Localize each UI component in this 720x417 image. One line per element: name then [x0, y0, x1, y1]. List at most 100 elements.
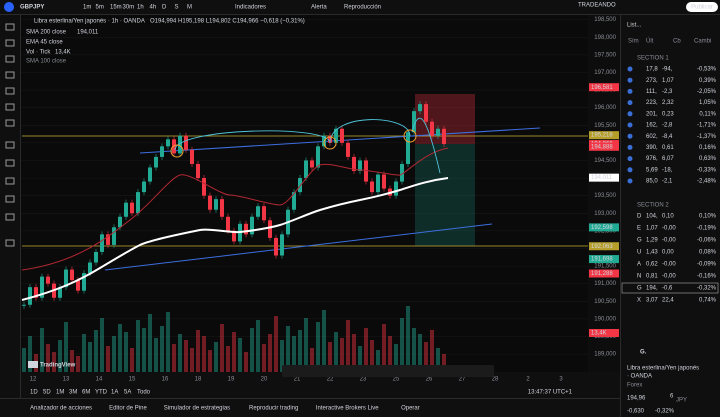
row-icon[interactable]	[627, 100, 633, 106]
tool-icon[interactable]	[5, 119, 15, 127]
row-last[interactable]: 3,07	[646, 298, 658, 304]
watchlist-title[interactable]: List...	[627, 23, 642, 29]
row-last[interactable]: 111,	[646, 89, 657, 95]
publish-button[interactable]: Publicar	[691, 5, 713, 11]
row-last[interactable]: 0,81	[646, 274, 658, 280]
row-change[interactable]: 2,32	[662, 100, 674, 106]
avatar[interactable]	[4, 2, 14, 12]
range-button[interactable]: 5D	[43, 390, 51, 396]
row-pct[interactable]: -0,53%	[697, 67, 717, 73]
row-last[interactable]: 602,	[646, 134, 658, 140]
tool-icon[interactable]	[5, 159, 15, 167]
row-last[interactable]: 85,0	[646, 179, 658, 185]
row-change[interactable]: -0,6	[662, 286, 673, 292]
row-last[interactable]: 1,43	[646, 250, 658, 256]
row-pct[interactable]: -2,05%	[697, 89, 717, 95]
row-pct[interactable]: 0,63%	[699, 156, 717, 162]
column-header[interactable]: Cb	[673, 39, 681, 45]
row-pct[interactable]: -0,09%	[697, 262, 717, 268]
interval[interactable]: 1h	[137, 5, 144, 11]
row-pct[interactable]: -0,32%	[697, 286, 717, 292]
indicators-button[interactable]: Indicadores	[235, 5, 266, 11]
row-icon[interactable]	[627, 167, 633, 173]
row-change[interactable]: 22,4	[662, 298, 674, 304]
bottom-tab[interactable]: Operar	[401, 406, 420, 412]
bottom-tab[interactable]: Interactive Brokers Live	[316, 406, 379, 412]
row-change[interactable]: -0,00	[662, 262, 676, 268]
row-change[interactable]: -2,8	[662, 123, 673, 129]
bottom-tab[interactable]: Simulador de estrategias	[164, 406, 230, 412]
row-pct[interactable]: -0,19%	[697, 226, 717, 232]
row-icon[interactable]	[627, 178, 633, 184]
row-change[interactable]: 6,07	[662, 156, 674, 162]
row-change[interactable]: 0,10	[662, 214, 674, 220]
tool-icon[interactable]	[5, 103, 15, 111]
range-button[interactable]: Todo	[137, 390, 151, 396]
row-last[interactable]: 976,	[646, 156, 658, 162]
row-last[interactable]: 104,	[646, 214, 658, 220]
replay-button[interactable]: Reproducción	[344, 5, 381, 11]
tool-icon[interactable]	[5, 177, 15, 185]
tool-icon[interactable]	[5, 39, 15, 47]
tool-icon[interactable]	[5, 55, 15, 63]
row-pct[interactable]: 0,10%	[699, 214, 717, 220]
row-change[interactable]: -2,1	[662, 179, 673, 185]
interval[interactable]: 30m	[123, 5, 135, 11]
row-last[interactable]: 1,07	[646, 226, 658, 232]
row-change[interactable]: -8,4	[662, 134, 673, 140]
row-last[interactable]: 194,	[646, 286, 658, 292]
row-last[interactable]: 1,29	[646, 238, 658, 244]
row-pct[interactable]: -0,16%	[697, 274, 717, 280]
row-last[interactable]: 223,	[646, 100, 658, 106]
interval[interactable]: S	[175, 5, 179, 11]
row-letter[interactable]: D	[637, 214, 642, 220]
tool-icon[interactable]	[5, 71, 15, 79]
row-letter[interactable]: E	[637, 226, 641, 232]
bottom-tab[interactable]: Analizador de acciones	[30, 406, 92, 412]
row-change[interactable]: 0,61	[662, 145, 674, 151]
row-letter[interactable]: G	[637, 238, 642, 244]
range-button[interactable]: 1A	[111, 390, 118, 396]
row-letter[interactable]: X	[637, 298, 641, 304]
row-pct[interactable]: -2,48%	[697, 179, 717, 185]
row-last[interactable]: 5,69	[646, 167, 658, 173]
row-pct[interactable]: 0,08%	[699, 250, 717, 256]
bottom-tab[interactable]: Reproducir trading	[249, 406, 298, 412]
row-icon[interactable]	[627, 122, 633, 128]
range-button[interactable]: 3M	[69, 390, 77, 396]
interval[interactable]: 1m	[83, 5, 91, 11]
alert-button[interactable]: Alerta	[311, 5, 327, 11]
mode[interactable]: TRADEANDO	[578, 3, 616, 9]
row-letter[interactable]: U	[637, 250, 641, 256]
interval[interactable]: 5m	[96, 5, 104, 11]
tool-icon[interactable]	[5, 87, 15, 95]
tool-icon[interactable]	[5, 195, 15, 203]
row-icon[interactable]	[627, 66, 633, 72]
row-change[interactable]: -0,00	[662, 274, 676, 280]
interval[interactable]: M	[187, 5, 192, 11]
interval[interactable]: 15m	[110, 5, 122, 11]
row-change[interactable]: -0,00	[662, 238, 676, 244]
row-change[interactable]: -94,	[662, 67, 673, 73]
row-change[interactable]: 0,00	[662, 250, 674, 256]
column-header[interactable]: Sím	[628, 39, 639, 45]
row-last[interactable]: 273,	[646, 78, 658, 84]
row-pct[interactable]: -0,33%	[697, 167, 717, 173]
row-change[interactable]: -2,3	[662, 89, 673, 95]
tool-icon[interactable]	[5, 239, 15, 247]
publish-bg[interactable]	[686, 2, 718, 12]
row-last[interactable]: 0,62	[646, 262, 658, 268]
row-icon[interactable]	[627, 144, 633, 150]
range-button[interactable]: 5A	[124, 390, 131, 396]
range-button[interactable]: 6M	[82, 390, 90, 396]
row-change[interactable]: 0,23	[662, 111, 674, 117]
interval[interactable]: 4h	[150, 5, 157, 11]
drawing-toolbar[interactable]	[282, 365, 494, 377]
symbol[interactable]: GBPJPY	[20, 5, 44, 11]
row-letter[interactable]: G	[637, 286, 642, 292]
row-pct[interactable]: 0,16%	[699, 145, 717, 151]
row-pct[interactable]: 0,11%	[699, 111, 716, 117]
row-pct[interactable]: 0,39%	[699, 78, 717, 84]
row-change[interactable]: 1,07	[662, 78, 674, 84]
column-header[interactable]: Últ	[646, 38, 654, 45]
